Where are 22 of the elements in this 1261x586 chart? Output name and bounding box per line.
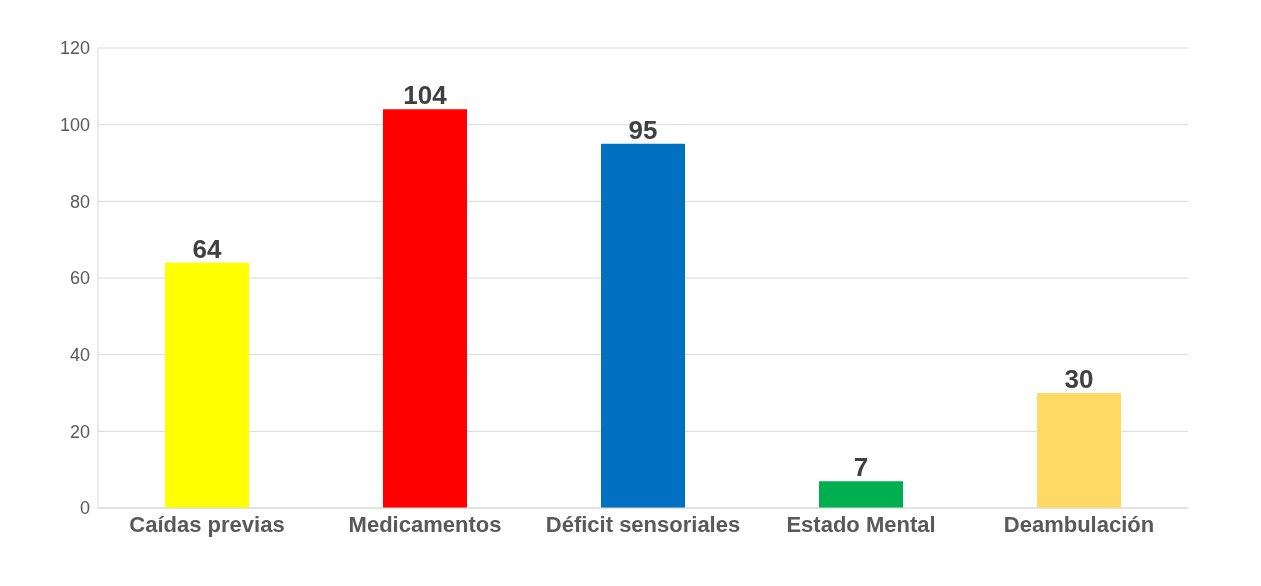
bar: [1037, 393, 1121, 508]
data-label: 64: [192, 233, 222, 264]
x-tick-label: Medicamentos: [348, 511, 502, 537]
x-tick-label: Deambulación: [1003, 511, 1155, 537]
x-tick-label: Caídas previas: [129, 511, 285, 537]
x-tick-label: Estado Mental: [786, 511, 936, 537]
bar: [165, 262, 249, 508]
data-label: 104: [403, 80, 448, 111]
data-label: 30: [1064, 364, 1094, 394]
bar: [601, 143, 685, 508]
bar: [819, 481, 903, 508]
data-label: 95: [628, 114, 658, 145]
y-tick-label: 40: [69, 345, 90, 366]
y-tick-label: 120: [59, 38, 90, 59]
y-tick-label: 20: [69, 421, 90, 442]
y-tick-label: 0: [79, 498, 90, 519]
y-tick-label: 60: [69, 268, 90, 289]
y-tick-label: 100: [59, 115, 90, 136]
y-tick-label: 80: [69, 191, 90, 212]
x-tick-label: Déficit sensoriales: [545, 511, 741, 537]
bar: [383, 109, 467, 508]
data-label: 7: [853, 452, 869, 483]
